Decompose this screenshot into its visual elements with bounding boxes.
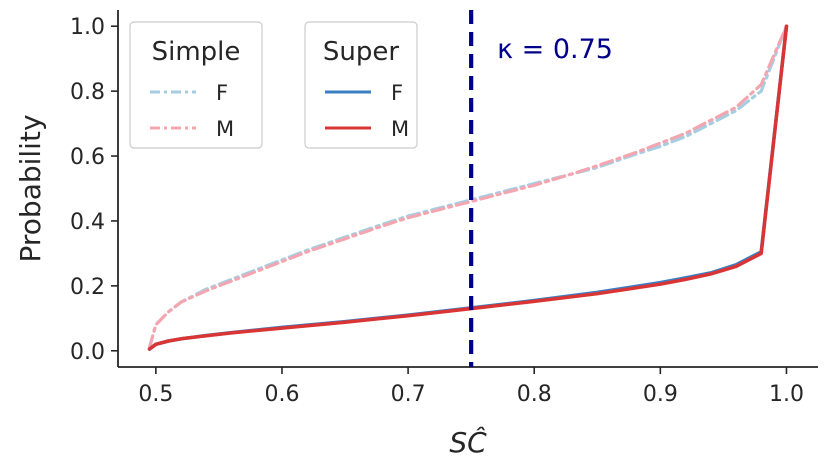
y-tick-label: 0.6 — [70, 145, 105, 170]
y-tick-label: 0.8 — [70, 80, 105, 105]
x-tick-label: 0.6 — [264, 382, 299, 407]
legend-entry-label: F — [216, 81, 228, 105]
y-tick-label: 0.0 — [70, 340, 105, 365]
annotation-layer: κ = 0.75 — [469, 10, 613, 367]
legend-frame — [129, 21, 263, 149]
legend-entry-label: F — [391, 81, 403, 105]
x-tick-label: 0.9 — [643, 382, 678, 407]
x-tick-label: 0.5 — [138, 382, 173, 407]
y-tick-label: 1.0 — [70, 15, 105, 40]
legend-super: Super FM — [304, 21, 418, 149]
x-axis-label: SĈ — [449, 425, 487, 459]
series-line-simple-m — [147, 24, 789, 350]
x-tick-label: 1.0 — [769, 382, 804, 407]
threshold-label: κ = 0.75 — [497, 34, 613, 65]
y-axis-label: Probability — [14, 114, 47, 262]
legend-title: Super — [323, 37, 399, 67]
legend-entry-label: M — [391, 117, 409, 141]
legend-title: Simple — [152, 37, 241, 67]
y-tick-label: 0.2 — [70, 275, 105, 300]
legend-frame — [304, 21, 418, 149]
x-tick-label: 0.7 — [391, 382, 426, 407]
legend-simple: Simple FM — [129, 21, 263, 149]
plot-area — [147, 24, 789, 351]
y-tick-label: 0.4 — [70, 210, 105, 235]
x-tick-label: 0.8 — [517, 382, 552, 407]
series-line-super-m — [147, 24, 789, 351]
legend-entry-label: M — [216, 117, 234, 141]
axes: 0.5 0.6 0.7 0.8 0.9 1.0 0.0 0.2 0.4 0.6 0.8 1.0 SĈ Pr… — [14, 10, 818, 459]
